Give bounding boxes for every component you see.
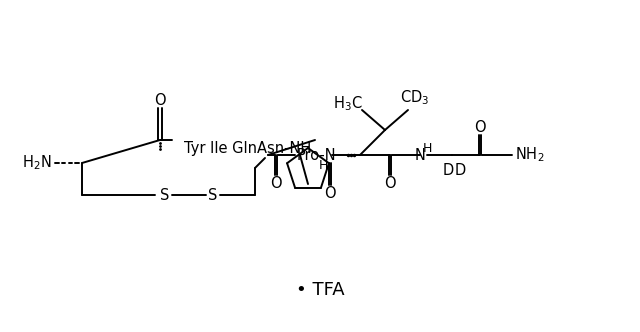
Text: D: D — [442, 162, 454, 178]
Text: O: O — [384, 176, 396, 191]
Text: H: H — [423, 141, 433, 154]
Text: S: S — [208, 188, 218, 203]
Text: O: O — [154, 93, 166, 108]
Text: $\mathregular{CD_3}$: $\mathregular{CD_3}$ — [401, 89, 429, 107]
Text: $\mathregular{H_2N}$: $\mathregular{H_2N}$ — [22, 154, 52, 172]
Text: $\mathregular{NH_2}$: $\mathregular{NH_2}$ — [515, 146, 545, 164]
Text: • TFA: • TFA — [296, 281, 344, 299]
Text: O: O — [270, 176, 282, 191]
Text: Tyr Ile GlnAsn-NH: Tyr Ile GlnAsn-NH — [184, 140, 312, 155]
Text: O: O — [324, 186, 336, 201]
Text: Pro-N: Pro-N — [296, 147, 336, 162]
Text: S: S — [160, 188, 170, 203]
Text: N: N — [415, 147, 426, 162]
Text: $\mathregular{H_3C}$: $\mathregular{H_3C}$ — [333, 95, 363, 113]
Text: O: O — [474, 120, 486, 134]
Text: H: H — [318, 158, 328, 172]
Text: D: D — [454, 162, 466, 178]
